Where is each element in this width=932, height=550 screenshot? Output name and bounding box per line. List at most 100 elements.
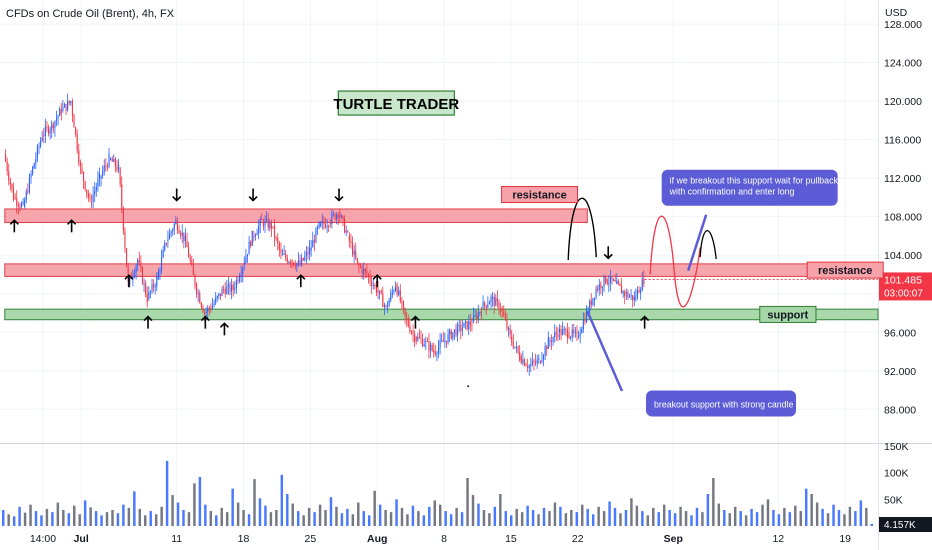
volume-bar [504,511,508,526]
candle-down [369,276,371,282]
volume-bar [367,515,371,526]
x-tick-label: Aug [367,533,387,545]
candle-up [452,332,454,339]
candle-down [86,189,88,194]
candle-up [541,359,543,363]
candle-down [519,352,521,360]
volume-bar [783,507,786,526]
candle-down [375,285,377,293]
candle-up [246,254,249,257]
price-axis[interactable]: 128.000 124.000 120.000 116.000 112.000 108.0… [644,19,932,532]
volume-bar [171,495,174,526]
volume-bar [236,502,240,526]
time-axis[interactable]: 14:00 Jul 11 18 25 Aug 8 15 22 Sep 12 19 [30,533,851,545]
candle-up [581,329,583,334]
red-wave-drawing [649,215,701,308]
volume-bar [750,508,753,526]
volume-bar [335,506,338,526]
candle-down [293,262,295,266]
zone-label-box [501,186,579,204]
candle-down [223,288,225,290]
candle-up [54,121,56,129]
candle-down [280,249,282,253]
candle-up [463,322,465,328]
candle-up [320,222,322,227]
arrow-head [67,219,77,225]
y-tick-label: 88.000 [884,404,916,416]
candle-up [457,324,459,336]
last-volume-label: 4.157K [884,520,916,531]
volume-bar [357,502,360,526]
candle-up [98,172,101,180]
note-breakout-box [646,390,797,417]
y-tick-label: 112.000 [884,173,921,185]
candle-down [189,257,191,262]
candle-up [38,146,40,148]
volume-bar [2,510,5,526]
candle-down [431,344,433,351]
candle-up [332,213,335,215]
candle-down [267,218,269,229]
volume-bar [34,511,38,526]
volume-bar [253,479,256,526]
x-tick-label: 22 [572,533,584,545]
candle-down [274,226,276,238]
candle-up [218,293,220,297]
volume-bar [684,511,688,526]
candle-down [84,181,86,190]
candle-down [412,332,414,334]
volume-bar [564,513,568,526]
volume-bar [832,504,835,526]
candle-up [94,190,96,195]
candle-up [635,296,637,299]
candle-up [492,296,494,299]
arrow-head [143,315,153,322]
candle-up [231,284,233,292]
volume-bar [406,514,409,526]
candle-down [337,214,339,218]
candle-up [288,261,290,263]
volume-bar [154,514,158,526]
volume-bar [712,478,715,526]
candle-down [380,290,382,294]
candle-up [95,187,97,191]
candle-down [124,230,126,249]
candle-down [5,154,7,162]
arrow-head [410,315,420,322]
candle-down [47,127,50,134]
candle-up [585,310,588,323]
candle-up [608,283,610,285]
candle-down [12,188,15,201]
candle-up [283,253,285,255]
volume-bar [690,515,693,526]
volume-bar [373,490,376,526]
volume-bar [83,500,87,526]
candle-down [60,108,62,115]
candle-up [578,336,580,338]
candle-down [504,316,506,320]
candle-up [149,291,151,293]
candle-down [434,351,436,354]
candle-up [429,344,432,351]
arrow-head [219,322,229,328]
volume-bar [482,510,486,526]
candle-up [582,319,584,330]
arrow-down-icon [172,188,182,202]
candle-down [52,125,54,129]
volume-bar [772,510,775,526]
candle-down [180,233,182,236]
candle-down [576,331,578,333]
candle-up [495,298,497,306]
arrow-up-icon [200,315,210,329]
candle-down [442,340,444,342]
candle-down [471,325,473,327]
candle-up [538,358,540,360]
y-tick-label: 120.000 [884,96,922,108]
candle-up [441,340,443,342]
candle-down [503,311,505,317]
countdown-label: 03:00:07 [884,288,923,299]
black-arc-drawing [567,197,597,261]
candle-down [428,341,430,351]
candle-down [406,317,408,320]
volume-bar [559,506,562,526]
